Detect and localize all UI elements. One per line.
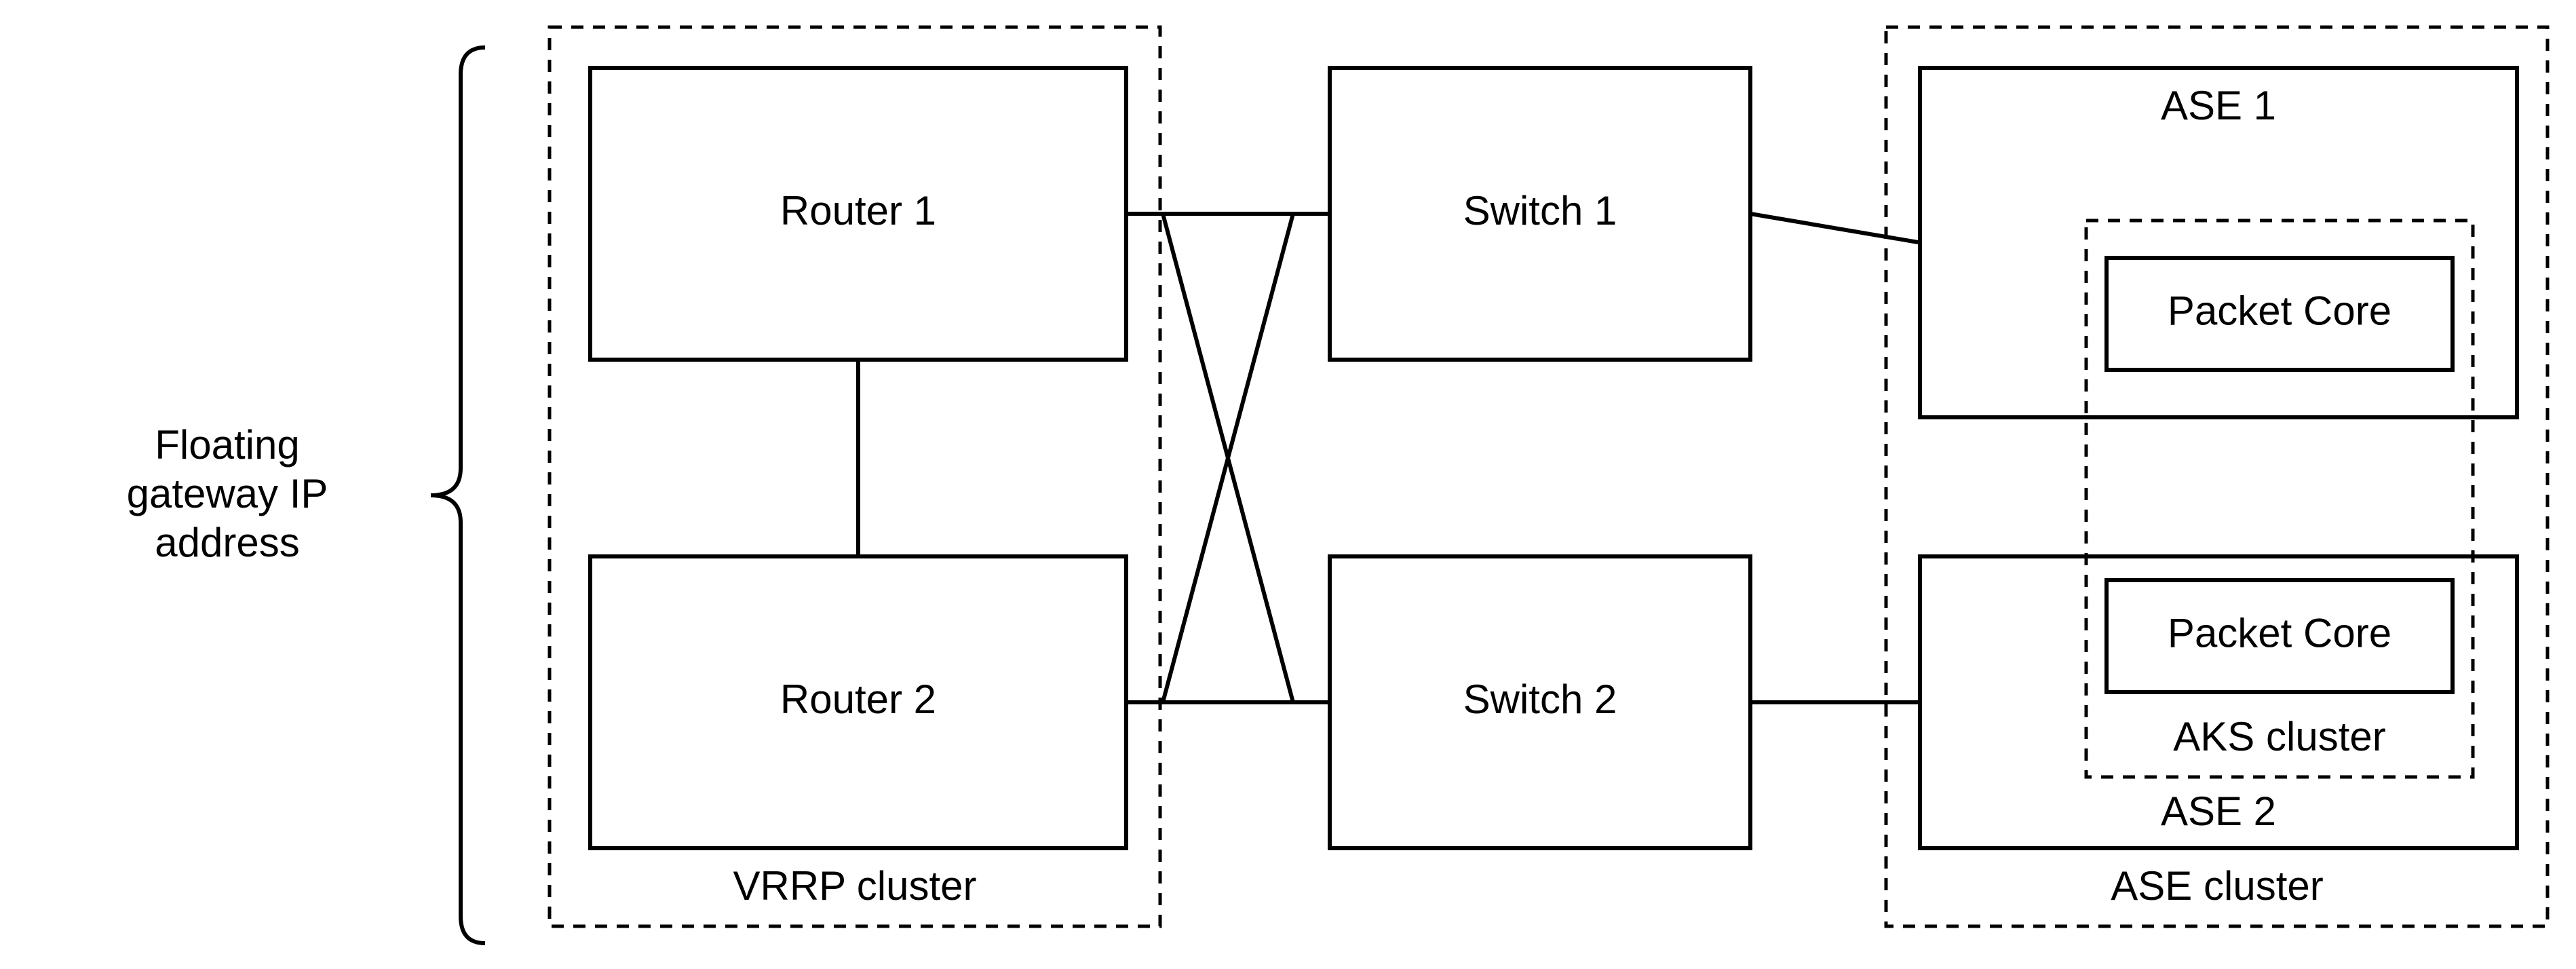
router1-label: Router 1 (780, 188, 936, 233)
router2-label: Router 2 (780, 677, 936, 722)
ase1-label: ASE 1 (2161, 83, 2276, 128)
network-diagram: VRRP cluster ASE cluster AKS cluster Router… (0, 0, 2576, 969)
pc2-label: Packet Core (2168, 610, 2391, 656)
brace (431, 48, 485, 943)
ase2-label: ASE 2 (2161, 788, 2276, 834)
floating-label-line3: address (58, 518, 397, 567)
ase-cluster-label: ASE cluster (2111, 863, 2323, 909)
aks-cluster-label: AKS cluster (2173, 714, 2385, 759)
switch1-label: Switch 1 (1463, 188, 1617, 233)
edge-switch1-ase1 (1750, 214, 1920, 243)
switch2-label: Switch 2 (1463, 677, 1617, 722)
vrrp-cluster-label: VRRP cluster (733, 863, 976, 909)
floating-label-line1: Floating (58, 421, 397, 470)
floating-label-line2: gateway IP (58, 470, 397, 518)
floating-gateway-label: Floatinggateway IPaddress (58, 421, 397, 567)
pc1-label: Packet Core (2168, 288, 2391, 333)
vrrp-cluster-box (550, 27, 1160, 926)
edge-router2-switch1 (1126, 214, 1330, 702)
